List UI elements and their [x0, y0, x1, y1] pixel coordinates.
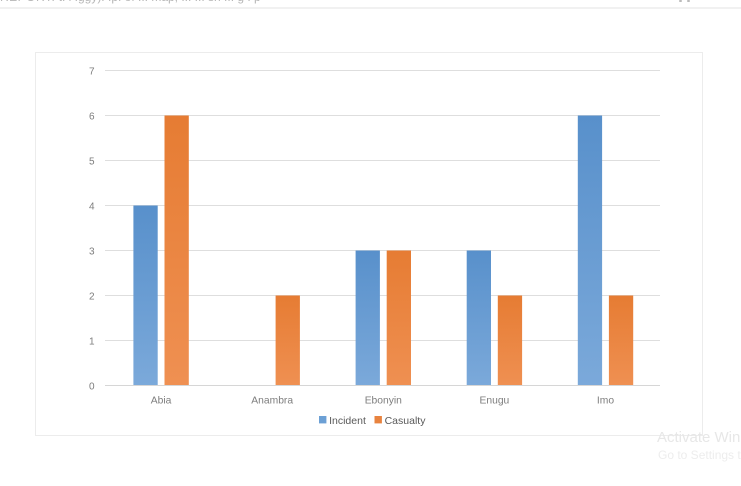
svg-text:Anambra: Anambra: [251, 396, 293, 407]
svg-text:6: 6: [89, 112, 95, 123]
svg-text:7: 7: [89, 67, 95, 78]
svg-text:2: 2: [89, 292, 95, 303]
svg-text:Ebonyin: Ebonyin: [365, 396, 402, 407]
svg-text:Casualty: Casualty: [385, 415, 427, 427]
svg-text:Enugu: Enugu: [480, 396, 510, 407]
svg-text:4: 4: [89, 202, 95, 213]
svg-text:Abia: Abia: [151, 396, 172, 407]
svg-text:5: 5: [89, 157, 95, 168]
svg-text:3: 3: [89, 247, 95, 258]
svg-text:1: 1: [89, 337, 95, 348]
svg-text:0: 0: [89, 382, 95, 393]
svg-text:Incident: Incident: [329, 415, 366, 427]
svg-text:Imo: Imo: [597, 396, 614, 407]
